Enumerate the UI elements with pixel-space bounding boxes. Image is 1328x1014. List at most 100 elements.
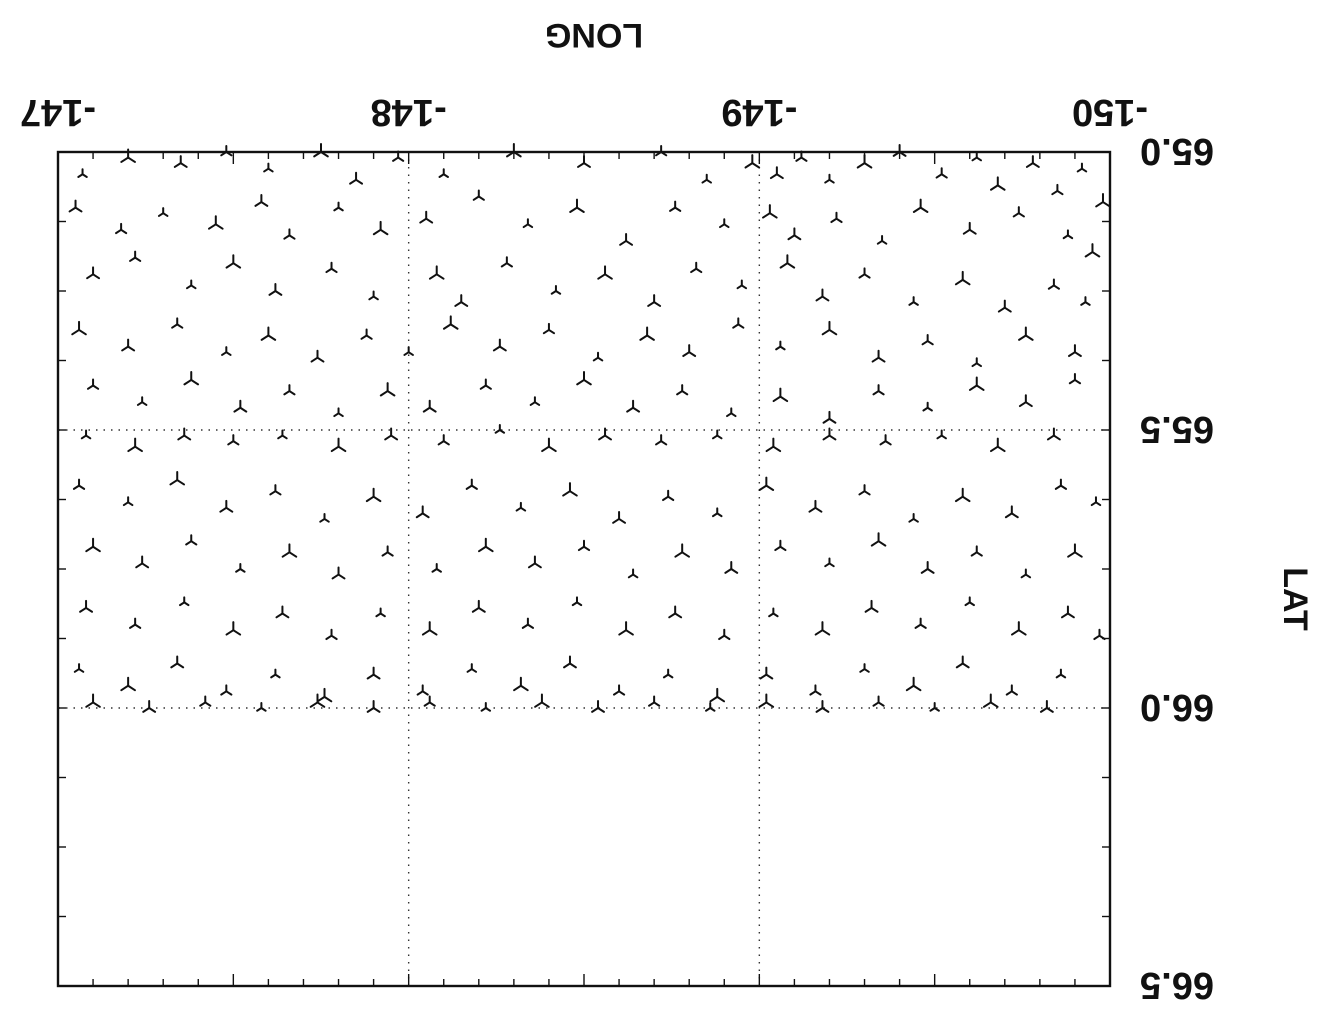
data-point [121, 338, 136, 352]
data-point [77, 168, 88, 178]
data-point [360, 328, 373, 340]
data-point [719, 218, 730, 229]
data-point [779, 254, 796, 269]
data-point [186, 279, 197, 290]
data-point [85, 537, 101, 553]
data-point [824, 557, 835, 568]
data-point [225, 254, 242, 269]
data-point [809, 684, 822, 696]
data-point [1047, 278, 1060, 290]
data-point [136, 396, 148, 406]
data-point [762, 204, 778, 219]
data-point [908, 512, 919, 523]
x-axis-title: LONG [545, 16, 643, 54]
data-point [968, 376, 985, 391]
data-point [964, 596, 975, 607]
data-point [199, 695, 212, 707]
data-point [506, 143, 522, 158]
data-point [384, 427, 399, 441]
data-point [577, 539, 591, 552]
data-point [795, 150, 808, 162]
data-point [185, 534, 198, 546]
x-tick-label: -149 [721, 91, 797, 133]
data-point [912, 198, 929, 213]
data-point [415, 505, 430, 519]
data-point [1039, 700, 1054, 713]
data-point [1018, 394, 1033, 408]
data-point [662, 668, 674, 679]
data-point [480, 702, 492, 712]
data-point [527, 555, 542, 569]
y-tick-label: 66.5 [1140, 964, 1214, 1006]
data-point [592, 351, 604, 362]
x-tick-label: -148 [371, 91, 447, 133]
data-point [724, 561, 739, 574]
data-point [235, 563, 246, 573]
data-point [954, 270, 971, 286]
data-point [522, 218, 534, 229]
data-point [534, 693, 550, 708]
data-point [655, 434, 668, 446]
data-point [277, 429, 288, 440]
data-point [275, 605, 290, 619]
data-point [920, 561, 935, 574]
data-point [129, 617, 142, 629]
data-point [971, 151, 982, 162]
data-point [1004, 505, 1019, 519]
data-point [772, 387, 789, 403]
data-point [712, 429, 723, 440]
y-tick-label: 65.0 [1140, 130, 1214, 172]
data-point [169, 471, 186, 486]
data-point [71, 320, 87, 336]
data-point [929, 702, 940, 712]
data-point [550, 285, 562, 295]
data-point [171, 317, 184, 329]
grid-lines [58, 152, 1110, 986]
data-point [765, 437, 782, 453]
data-point [423, 695, 436, 707]
data-point [219, 499, 234, 513]
data-point [1018, 326, 1034, 341]
data-point [220, 684, 233, 696]
data-point [366, 700, 381, 713]
data-point [871, 349, 886, 363]
data-point [254, 194, 269, 207]
data-point [177, 427, 192, 441]
data-point [682, 344, 697, 358]
data-point [1054, 478, 1068, 490]
data-point [626, 399, 641, 413]
data-point [333, 201, 344, 212]
data-point [997, 299, 1012, 313]
data-point [310, 349, 325, 363]
data-point [80, 429, 92, 440]
data-point [283, 228, 296, 240]
data-point [1062, 229, 1074, 240]
data-point [814, 621, 831, 636]
data-point [379, 382, 396, 397]
x-tick-label: -147 [20, 91, 96, 133]
data-point [269, 484, 282, 496]
data-point [612, 510, 627, 524]
data-point [79, 599, 94, 613]
data-point [1055, 668, 1067, 679]
plot-frame [56, 150, 1112, 988]
data-point [333, 407, 344, 418]
data-point [122, 496, 134, 507]
data-point [577, 155, 591, 168]
data-point [569, 198, 585, 213]
data-point [372, 220, 389, 236]
data-point [936, 429, 947, 440]
data-point [268, 283, 283, 296]
data-point [718, 628, 731, 641]
data-point [576, 370, 592, 386]
x-tick-label: -150 [1072, 91, 1148, 133]
data-point [864, 599, 879, 613]
data-point [438, 168, 449, 178]
data-point [787, 227, 802, 241]
data-point [758, 693, 775, 708]
data-point [892, 144, 907, 157]
data-point [1020, 568, 1032, 579]
data-point [256, 702, 267, 712]
